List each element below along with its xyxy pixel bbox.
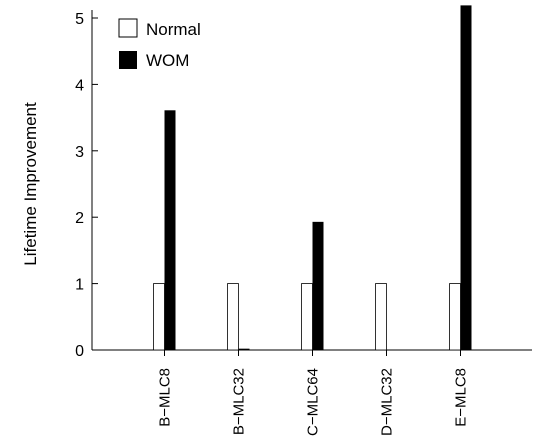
x-category-label: B−MLC8 xyxy=(157,368,174,427)
y-tick-label: 2 xyxy=(75,210,84,227)
x-category-labels: B−MLC8 B−MLC32 C−MLC64 D−MLC32 E−MLC8 xyxy=(157,368,470,436)
x-category-label: E−MLC8 xyxy=(453,368,470,427)
y-tick-label: 3 xyxy=(75,144,84,161)
y-tick-label: 4 xyxy=(75,77,84,94)
bar-wom xyxy=(312,221,324,350)
x-category-label: B−MLC32 xyxy=(231,368,248,435)
legend-label-normal: Normal xyxy=(146,20,201,39)
y-tick-label: 1 xyxy=(75,277,84,294)
bars xyxy=(153,5,472,356)
bar-wom xyxy=(238,348,250,350)
bar-normal xyxy=(375,283,387,351)
bar-normal xyxy=(227,283,239,351)
legend-swatch-normal xyxy=(118,18,138,38)
bar-wom xyxy=(460,5,472,350)
bar-normal xyxy=(449,283,461,351)
x-category-label: D−MLC32 xyxy=(379,368,396,436)
y-tick-label: 5 xyxy=(75,11,84,28)
legend-swatch-wom xyxy=(119,51,137,69)
bar-normal xyxy=(153,283,165,351)
bar-normal xyxy=(301,283,313,351)
y-axis-title: Lifetime Improvement xyxy=(21,102,40,266)
x-category-label: C−MLC64 xyxy=(305,368,322,436)
legend: Normal WOM xyxy=(118,18,201,70)
bar-wom xyxy=(164,110,176,351)
legend-label-wom: WOM xyxy=(146,51,189,70)
y-ticks: 0 1 2 3 4 5 xyxy=(75,11,98,360)
y-tick-label: 0 xyxy=(75,343,84,360)
